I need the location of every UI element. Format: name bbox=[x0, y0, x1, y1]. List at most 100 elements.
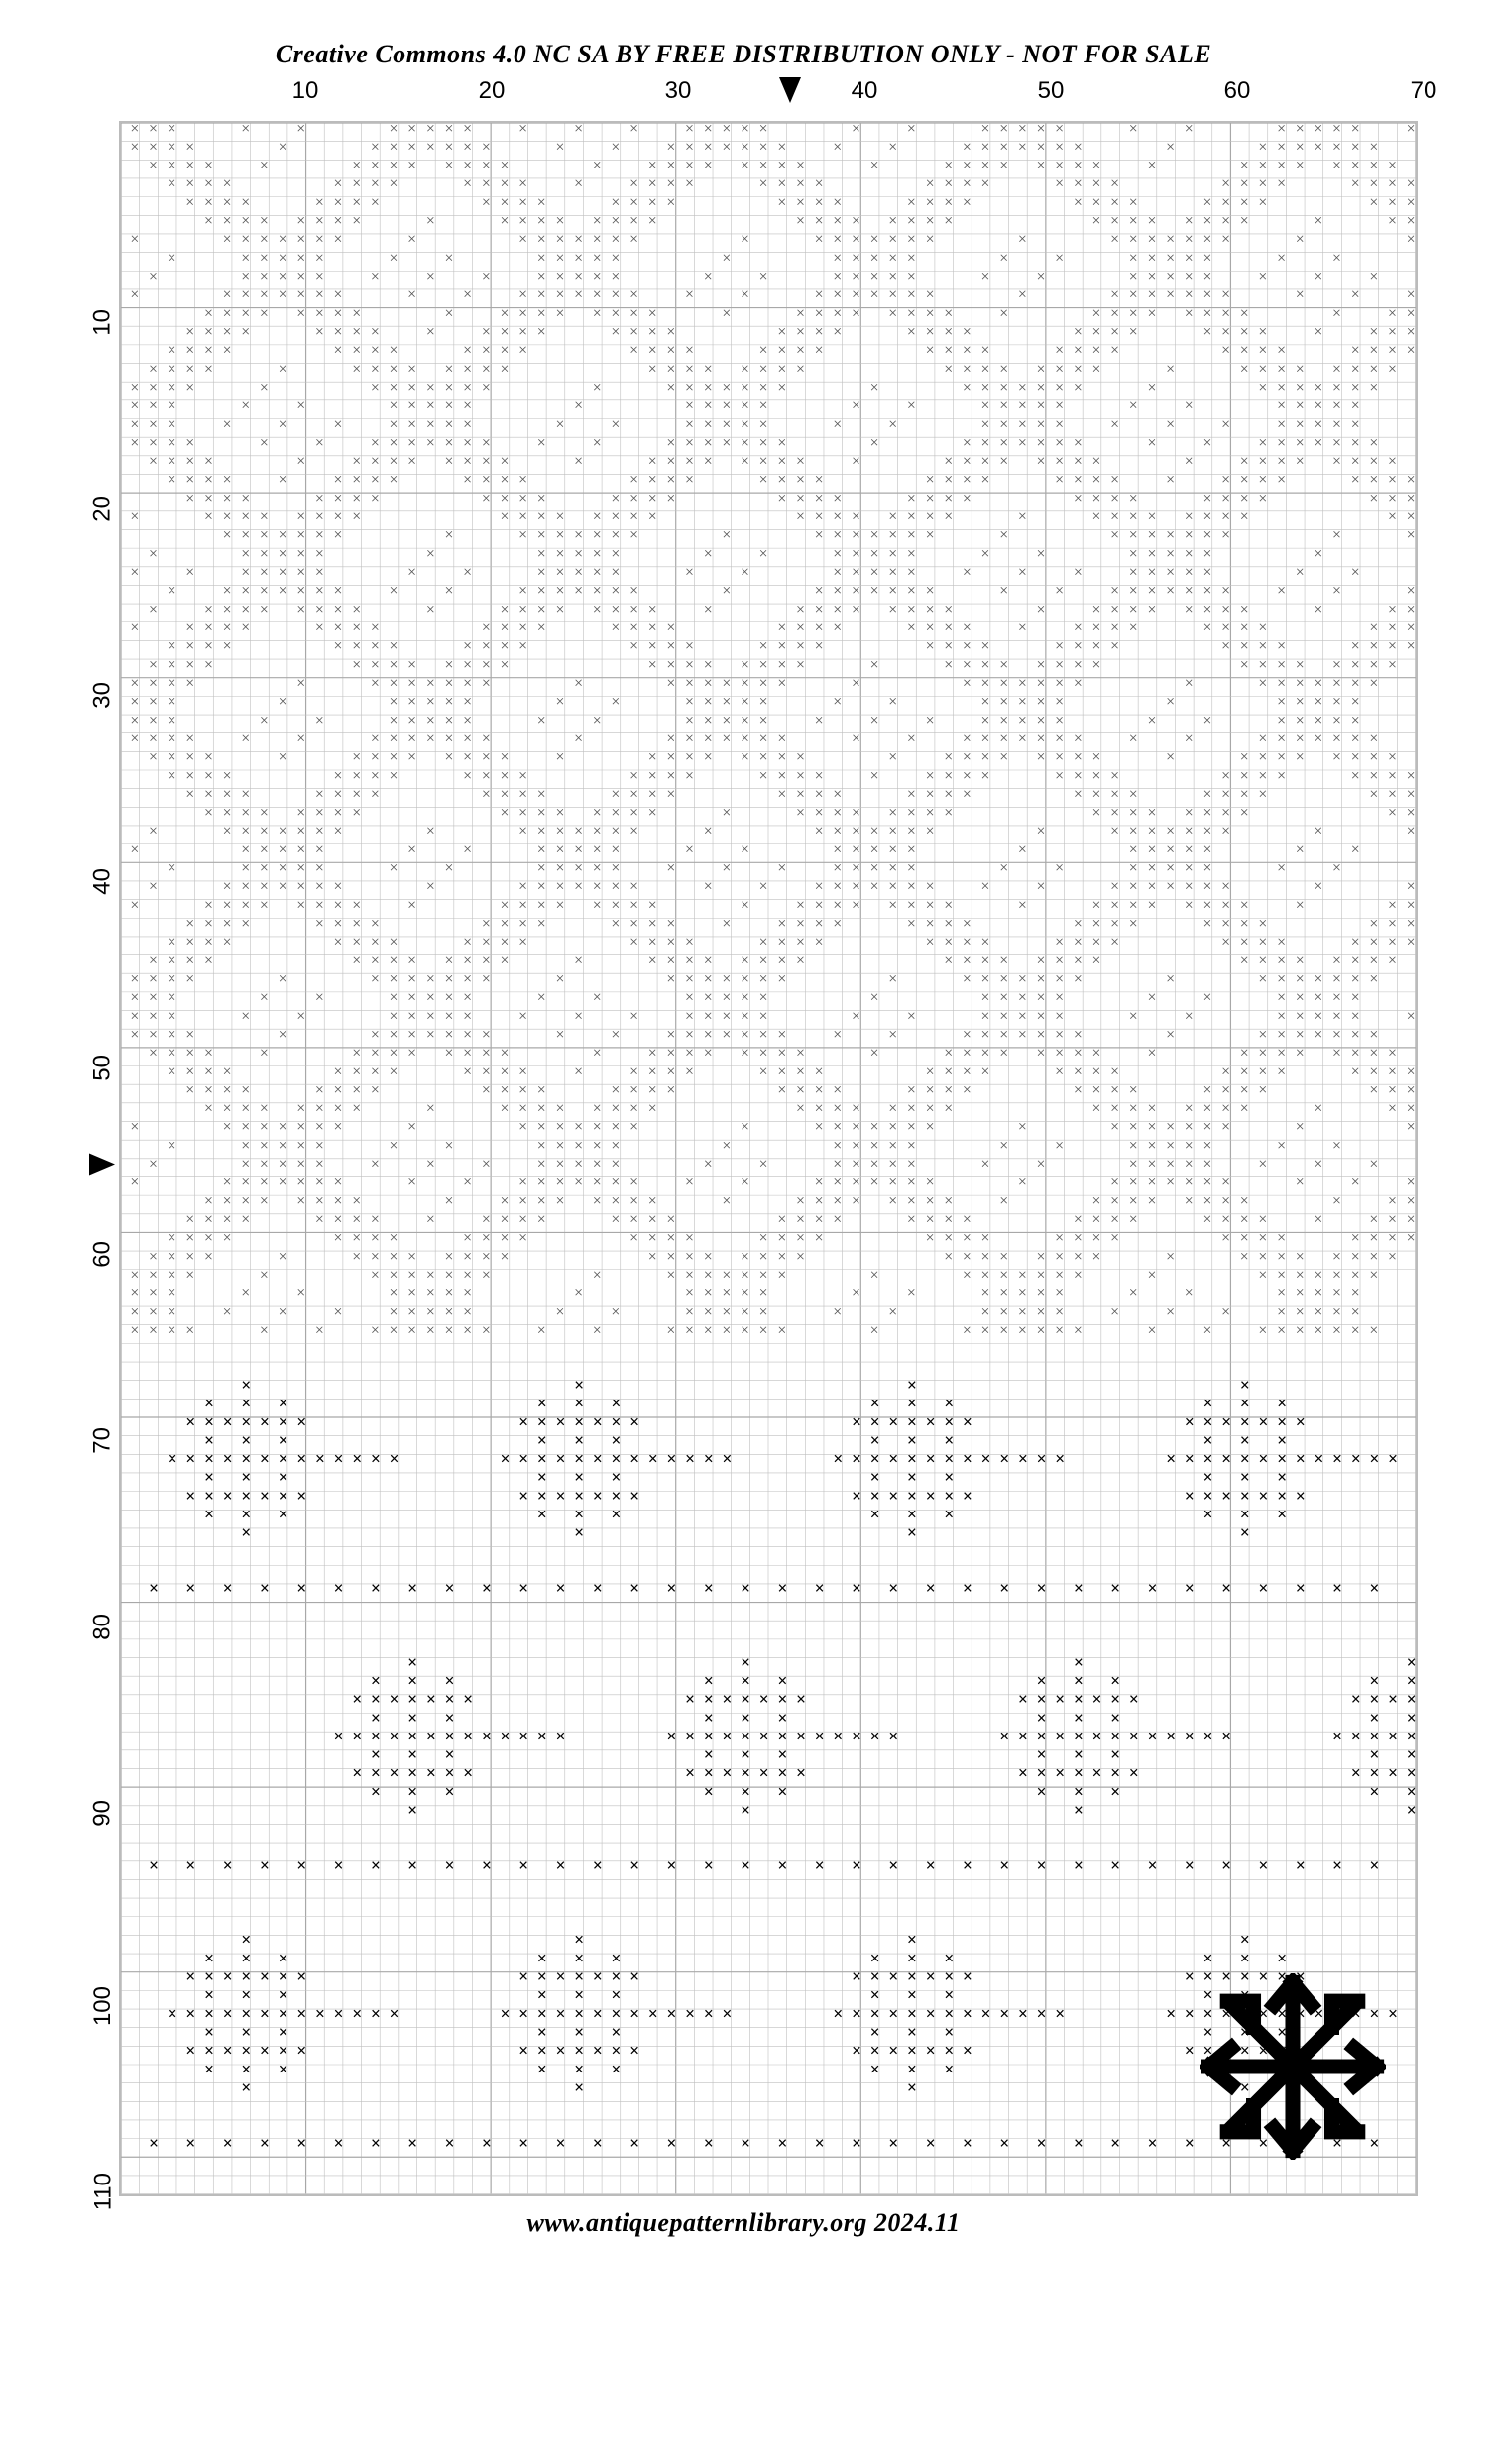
svg-text:×: × bbox=[685, 934, 694, 951]
svg-text:×: × bbox=[371, 1064, 380, 1080]
svg-text:×: × bbox=[888, 1966, 898, 1986]
svg-text:×: × bbox=[537, 2041, 547, 2061]
svg-text:×: × bbox=[1240, 1411, 1250, 1431]
svg-text:×: × bbox=[907, 916, 916, 933]
svg-text:×: × bbox=[168, 970, 176, 987]
svg-text:×: × bbox=[648, 453, 657, 470]
svg-text:×: × bbox=[390, 1026, 399, 1043]
svg-text:×: × bbox=[926, 2003, 936, 2023]
svg-text:×: × bbox=[130, 619, 139, 636]
svg-text:×: × bbox=[629, 2003, 639, 2023]
svg-text:×: × bbox=[648, 1211, 657, 1228]
svg-text:×: × bbox=[352, 323, 361, 340]
svg-text:×: × bbox=[518, 583, 527, 600]
svg-text:×: × bbox=[815, 712, 824, 728]
svg-text:×: × bbox=[870, 545, 879, 562]
svg-text:×: × bbox=[1091, 453, 1100, 470]
svg-text:×: × bbox=[130, 970, 139, 987]
svg-text:×: × bbox=[1037, 656, 1046, 673]
svg-text:×: × bbox=[482, 472, 491, 489]
svg-text:×: × bbox=[593, 564, 602, 581]
svg-text:×: × bbox=[168, 1449, 177, 1469]
svg-text:×: × bbox=[815, 934, 824, 951]
svg-text:×: × bbox=[1332, 527, 1341, 544]
svg-text:×: × bbox=[944, 749, 953, 766]
svg-text:×: × bbox=[593, 158, 602, 174]
svg-text:×: × bbox=[1369, 139, 1378, 156]
svg-text:×: × bbox=[1369, 1726, 1379, 1745]
svg-text:×: × bbox=[611, 1081, 620, 1098]
svg-text:×: × bbox=[352, 749, 361, 766]
svg-text:×: × bbox=[759, 1689, 769, 1709]
svg-text:×: × bbox=[1369, 1026, 1378, 1043]
svg-text:×: × bbox=[741, 675, 749, 692]
svg-text:×: × bbox=[1221, 1100, 1230, 1117]
svg-text:×: × bbox=[371, 1230, 380, 1247]
svg-text:×: × bbox=[1258, 767, 1267, 784]
svg-text:×: × bbox=[999, 952, 1008, 969]
svg-text:×: × bbox=[722, 970, 731, 987]
svg-text:×: × bbox=[279, 231, 287, 248]
svg-text:×: × bbox=[1166, 749, 1175, 766]
svg-text:×: × bbox=[149, 730, 158, 747]
svg-text:×: × bbox=[907, 564, 916, 581]
svg-text:×: × bbox=[999, 694, 1008, 711]
svg-text:×: × bbox=[833, 805, 842, 822]
svg-text:×: × bbox=[371, 1449, 381, 1469]
svg-text:×: × bbox=[1185, 860, 1194, 877]
svg-text:×: × bbox=[1258, 749, 1267, 766]
svg-text:×: × bbox=[537, 213, 546, 230]
svg-text:×: × bbox=[241, 1100, 250, 1117]
svg-text:×: × bbox=[1258, 1230, 1267, 1247]
svg-text:×: × bbox=[648, 601, 657, 617]
svg-text:×: × bbox=[888, 231, 897, 248]
svg-text:×: × bbox=[833, 1119, 842, 1136]
svg-text:×: × bbox=[204, 323, 213, 340]
svg-text:×: × bbox=[611, 1486, 621, 1506]
svg-text:×: × bbox=[537, 250, 546, 267]
svg-text:×: × bbox=[1388, 1211, 1397, 1228]
svg-text:×: × bbox=[1296, 749, 1305, 766]
svg-text:×: × bbox=[1314, 397, 1322, 414]
svg-text:×: × bbox=[666, 1230, 675, 1247]
svg-text:×: × bbox=[852, 527, 860, 544]
svg-text:×: × bbox=[352, 934, 361, 951]
svg-text:×: × bbox=[759, 158, 768, 174]
svg-text:×: × bbox=[260, 1855, 270, 1875]
svg-text:×: × bbox=[666, 194, 675, 211]
svg-text:×: × bbox=[611, 323, 620, 340]
svg-text:×: × bbox=[204, 601, 213, 617]
svg-text:×: × bbox=[815, 1175, 824, 1191]
svg-text:×: × bbox=[611, 897, 620, 914]
svg-text:×: × bbox=[223, 1081, 232, 1098]
svg-text:×: × bbox=[204, 952, 213, 969]
svg-text:×: × bbox=[741, 1855, 750, 1875]
svg-text:×: × bbox=[241, 231, 250, 248]
svg-text:×: × bbox=[1147, 583, 1156, 600]
svg-text:×: × bbox=[1110, 619, 1119, 636]
svg-text:×: × bbox=[907, 527, 916, 544]
svg-text:×: × bbox=[130, 841, 139, 858]
svg-text:×: × bbox=[759, 1045, 768, 1062]
svg-text:×: × bbox=[1388, 1064, 1397, 1080]
left-center-marker-icon bbox=[89, 1153, 115, 1179]
svg-text:×: × bbox=[852, 841, 860, 858]
svg-text:×: × bbox=[815, 583, 824, 600]
svg-text:×: × bbox=[1055, 1267, 1064, 1284]
svg-text:×: × bbox=[1258, 1045, 1267, 1062]
svg-text:×: × bbox=[722, 379, 731, 395]
svg-text:×: × bbox=[907, 305, 916, 322]
svg-text:×: × bbox=[149, 139, 158, 156]
svg-text:×: × bbox=[241, 730, 250, 747]
svg-text:×: × bbox=[407, 1781, 417, 1801]
svg-text:×: × bbox=[260, 1192, 269, 1209]
svg-text:×: × bbox=[759, 1267, 768, 1284]
svg-text:×: × bbox=[944, 1211, 953, 1228]
svg-text:×: × bbox=[593, 379, 602, 395]
svg-text:×: × bbox=[852, 860, 860, 877]
svg-text:×: × bbox=[1388, 323, 1397, 340]
svg-text:×: × bbox=[352, 1248, 361, 1265]
svg-text:×: × bbox=[390, 250, 399, 267]
svg-text:×: × bbox=[963, 1449, 972, 1469]
svg-text:×: × bbox=[482, 453, 491, 470]
